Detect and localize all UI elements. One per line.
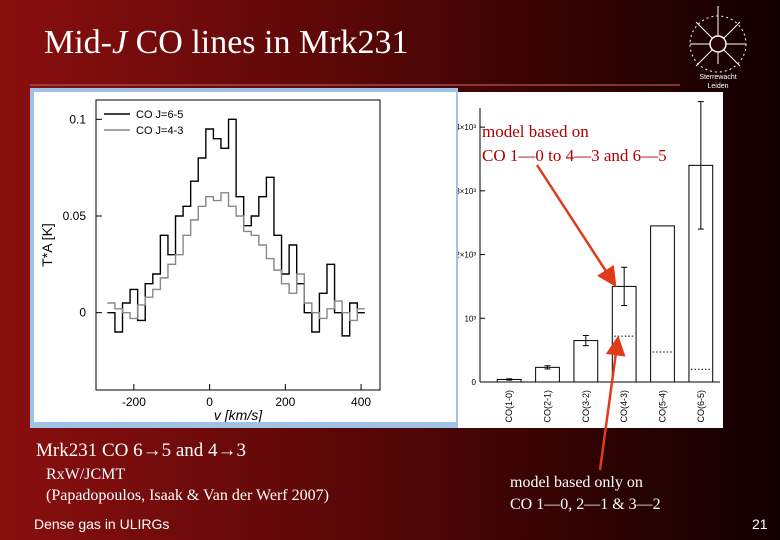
bar-category-label: CO(6-5) xyxy=(696,390,706,423)
caption-main: Mrk231 CO 6→5 and 4→3 xyxy=(36,440,247,461)
x-tick-label: 200 xyxy=(275,395,295,409)
logo-text-1: Sterrewacht xyxy=(699,74,736,81)
annotation-bottom-line2: CO 1—0, 2—1 & 3—2 xyxy=(510,496,661,513)
bar-category-label: CO(3-2) xyxy=(581,390,591,423)
x-tick-label: 400 xyxy=(351,395,371,409)
y-axis-label: T*A [K] xyxy=(39,223,55,267)
annotation-top: model based on CO 1—0 to 4—3 and 6—5 xyxy=(482,120,667,168)
series-line-co65 xyxy=(107,118,365,337)
page-number: 21 xyxy=(752,516,768,532)
annotation-bottom-line1: model based only on xyxy=(510,474,643,491)
series-line-co43 xyxy=(107,192,365,322)
bar-category-label: CO(1-0) xyxy=(504,390,514,423)
bar-category-label: CO(2-1) xyxy=(543,390,553,423)
y-tick-label: 0.05 xyxy=(63,209,87,223)
x-tick-label: 0 xyxy=(206,395,213,409)
bar-category-label: CO(5-4) xyxy=(658,390,668,423)
x-axis-label: v [km/s] xyxy=(214,407,263,422)
bar-4 xyxy=(650,225,675,383)
annotation-top-line2: CO 1—0 to 4—3 and 6—5 xyxy=(482,146,667,165)
x-tick-label: -200 xyxy=(122,395,146,409)
caption-ref1: RxW/JCMT xyxy=(46,466,126,483)
bar-2 xyxy=(573,340,599,383)
title-divider xyxy=(30,84,680,86)
footer-text: Dense gas in ULIRGs xyxy=(34,516,170,532)
bar-category-label: CO(4-3) xyxy=(619,390,629,423)
annotation-top-line1: model based on xyxy=(482,122,589,141)
legend-label: CO J=6-5 xyxy=(136,109,183,121)
bar-y-tick-label: 3×10³ xyxy=(458,187,476,196)
bar-y-tick-label: 4×10³ xyxy=(458,123,476,132)
caption-ref2: (Papadopoulos, Isaak & Van der Werf 2007… xyxy=(46,487,329,504)
slide-title: Mid-J CO lines in Mrk231 xyxy=(44,24,409,61)
logo-center xyxy=(709,35,727,53)
legend-label: CO J=4-3 xyxy=(136,125,183,137)
bar-y-tick-label: 0 xyxy=(472,378,477,387)
logo-text-2: Leiden xyxy=(707,83,728,90)
bar-y-tick-label: 2×10³ xyxy=(458,251,476,260)
caption-reference: RxW/JCMT (Papadopoulos, Isaak & Van der … xyxy=(46,464,329,506)
observatory-logo: Sterrewacht Leiden xyxy=(689,6,747,90)
spectrum-axes-box xyxy=(95,99,381,391)
y-tick-label: 0 xyxy=(79,306,86,320)
bar-y-tick-label: 10³ xyxy=(464,314,476,323)
bar-1 xyxy=(535,366,560,383)
y-tick-label: 0.1 xyxy=(69,112,86,126)
annotation-bottom: model based only on CO 1—0, 2—1 & 3—2 xyxy=(510,472,661,516)
